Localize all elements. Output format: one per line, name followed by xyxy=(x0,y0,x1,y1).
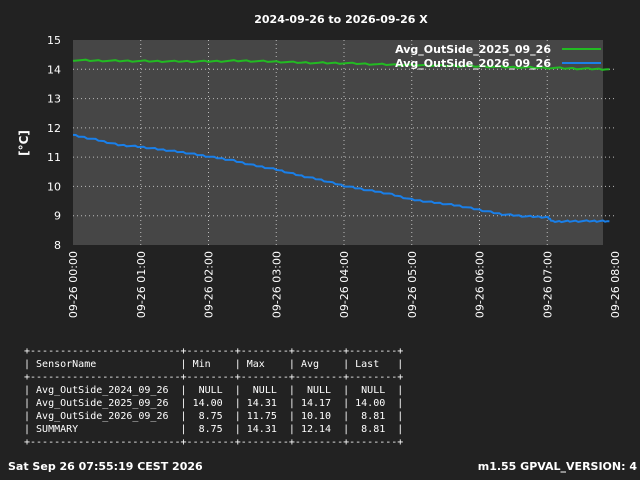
table-border-bottom: +-------------------------+--------+----… xyxy=(24,437,404,448)
x-tick-label: 09-26 00:00 xyxy=(67,251,80,318)
table-header-row: | SensorName | Min | Max | Avg | Last | xyxy=(24,359,404,370)
sensor-summary-table: +-------------------------+--------+----… xyxy=(24,345,403,449)
x-tick-label: 09-26 04:00 xyxy=(338,251,351,318)
y-tick-label: 15 xyxy=(47,34,61,47)
y-tick-label: 10 xyxy=(47,180,61,193)
y-tick-label: 11 xyxy=(47,151,61,164)
timestamp-footer: Sat Sep 26 07:55:19 CEST 2026 xyxy=(8,460,203,473)
y-tick-label: 14 xyxy=(47,63,61,76)
table-row: | Avg_OutSide_2024_09_26 | NULL | NULL |… xyxy=(24,385,404,396)
plot-area xyxy=(73,40,615,245)
y-tick-label: 9 xyxy=(54,210,61,223)
version-footer: m1.55 GPVAL_VERSION: 4 xyxy=(477,460,637,473)
chart-title: 2024-09-26 to 2026-09-26 X xyxy=(254,13,428,26)
x-tick-label: 09-26 01:00 xyxy=(135,251,148,318)
y-tick-label: 8 xyxy=(54,239,61,252)
table-row: | Avg_OutSide_2026_09_26 | 8.75 | 11.75 … xyxy=(24,411,404,422)
temperature-chart: 2024-09-26 to 2026-09-26 X [°C] 8 9 10 11 12… xyxy=(17,13,622,318)
avg-outside-2026-09-26-line xyxy=(72,133,610,224)
y-axis-label: [°C] xyxy=(17,130,31,156)
x-tick-label: 09-26 08:00 xyxy=(609,251,622,318)
table-row: | Avg_OutSide_2025_09_26 | 14.00 | 14.31… xyxy=(24,398,404,409)
x-tick-label: 09-26 02:00 xyxy=(203,251,216,318)
table-border-top: +-------------------------+--------+----… xyxy=(24,346,404,357)
plot-right-margin xyxy=(603,40,615,245)
avg-outside-2025-09-26-line xyxy=(72,58,610,71)
table-border-mid: +-------------------------+--------+----… xyxy=(24,372,404,383)
legend: Avg_OutSide_2025_09_26Avg_OutSide_2026_0… xyxy=(395,43,601,70)
axes: 8 9 10 11 12 13 14 15 09-26 00:00 09-26 01:00 09-2… xyxy=(47,34,622,318)
y-tick-label: 13 xyxy=(47,93,61,106)
table-row-summary: | SUMMARY | 8.75 | 14.31 | 12.14 | 8.81 … xyxy=(24,424,404,435)
legend-label: Avg_OutSide_2026_09_26 xyxy=(395,57,551,70)
x-tick-label: 09-26 06:00 xyxy=(474,251,487,318)
legend-label: Avg_OutSide_2025_09_26 xyxy=(395,43,551,56)
y-tick-label: 12 xyxy=(47,122,61,135)
x-tick-label: 09-26 03:00 xyxy=(270,251,283,318)
series-layer xyxy=(72,58,610,224)
x-tick-label: 09-26 05:00 xyxy=(406,251,419,318)
x-tick-label: 09-26 07:00 xyxy=(541,251,554,318)
